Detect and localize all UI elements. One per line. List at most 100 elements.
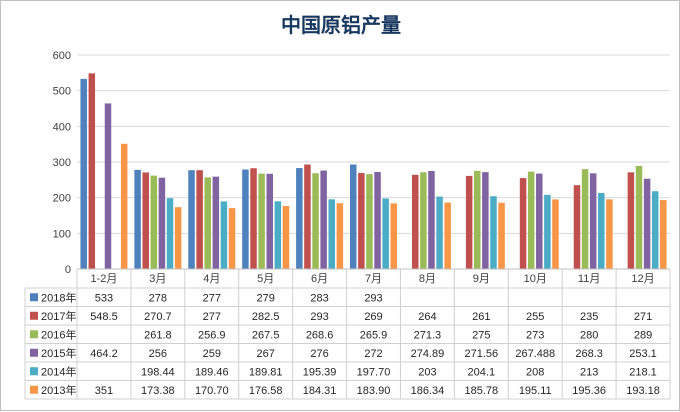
bar: [104, 103, 112, 269]
y-tick-label: 100: [53, 228, 71, 240]
x-tick-label: 9月: [473, 273, 490, 285]
bar: [120, 143, 128, 269]
bar: [651, 191, 659, 269]
data-label: 218.1: [629, 366, 657, 378]
data-label: 277: [203, 311, 221, 323]
bar: [573, 185, 581, 269]
data-label: 253.1: [629, 348, 657, 360]
data-label: 267.488: [515, 348, 555, 360]
data-label: 272: [364, 348, 382, 360]
bar: [212, 176, 220, 269]
data-label: 268.3: [575, 348, 603, 360]
bar: [635, 165, 643, 269]
bar: [282, 206, 290, 269]
data-label: 189.81: [249, 366, 283, 378]
bar: [390, 203, 397, 269]
data-label: 170.70: [195, 385, 229, 397]
y-tick-label: 0: [65, 264, 71, 276]
bar: [660, 200, 667, 269]
data-label: 271.3: [414, 329, 442, 341]
data-label: 271.56: [464, 348, 498, 360]
bar: [204, 177, 211, 269]
data-label: 195.11: [519, 385, 552, 397]
legend-label: 2015年: [41, 346, 76, 360]
legend-label: 2017年: [41, 309, 76, 323]
legend-label: 2013年: [41, 383, 76, 397]
data-label: 271: [634, 311, 652, 323]
data-label: 293: [310, 311, 328, 323]
y-tick-label: 300: [53, 157, 71, 169]
bar: [428, 170, 435, 269]
data-label: 208: [526, 366, 544, 378]
bar: [250, 168, 257, 269]
data-label: 183.90: [357, 385, 391, 397]
data-label: 261.8: [144, 329, 172, 341]
data-label: 204.1: [468, 366, 496, 378]
bar: [490, 196, 497, 269]
chart-title: 中国原铝产量: [281, 13, 401, 37]
legend-swatch: [30, 385, 38, 394]
bar: [527, 171, 535, 269]
data-label: 203: [418, 366, 436, 378]
data-label: 195.39: [303, 366, 337, 378]
bar: [374, 171, 381, 269]
x-tick-label: 10月: [524, 273, 547, 285]
bar: [274, 201, 282, 269]
data-label: 280: [580, 329, 598, 341]
data-label: 273: [526, 329, 544, 341]
bar: [482, 172, 489, 269]
bar: [242, 169, 249, 269]
legend-swatch: [30, 293, 38, 302]
bar: [589, 173, 597, 269]
data-label: 289: [634, 329, 652, 341]
data-label: 278: [149, 292, 167, 304]
bar: [382, 198, 389, 269]
data-label: 184.31: [303, 385, 337, 397]
data-label: 533: [95, 292, 113, 304]
x-tick-label: 11月: [578, 273, 600, 285]
y-tick-label: 200: [53, 193, 71, 205]
bar: [80, 78, 87, 269]
x-tick-label: 5月: [257, 273, 274, 285]
x-tick-label: 3月: [149, 273, 166, 285]
bar: [474, 170, 481, 269]
legend-label: 2016年: [41, 327, 76, 341]
bar: [420, 172, 427, 269]
x-tick-label: 8月: [419, 273, 436, 285]
x-tick-label: 4月: [203, 273, 220, 285]
bar: [544, 194, 551, 269]
x-tick-label: 7月: [365, 273, 382, 285]
data-label: 269: [364, 311, 382, 323]
y-tick-label: 600: [53, 50, 71, 62]
x-tick-label: 12月: [631, 273, 654, 285]
x-tick-label: 6月: [311, 273, 328, 285]
bar: [627, 172, 635, 269]
legend-swatch: [30, 311, 38, 320]
bar: [358, 173, 365, 269]
bar: [536, 173, 543, 269]
data-label: 277: [203, 292, 221, 304]
data-label: 275: [472, 329, 490, 341]
data-label: 256: [149, 348, 167, 360]
data-label: 235: [580, 311, 598, 323]
bar: [350, 164, 357, 269]
data-label: 274.89: [411, 348, 445, 360]
data-label: 261: [472, 311, 490, 323]
data-label: 282.5: [252, 311, 280, 323]
bar: [465, 175, 473, 269]
bar: [88, 73, 96, 269]
bar: [436, 196, 443, 269]
bar: [581, 169, 589, 269]
legend-swatch: [30, 330, 38, 339]
x-tick-label: 1-2月: [91, 273, 118, 285]
legend-swatch: [30, 348, 38, 357]
bar: [174, 207, 182, 269]
bar: [258, 173, 265, 269]
data-label: 195.36: [572, 385, 606, 397]
data-label: 351: [95, 385, 113, 397]
bar: [134, 169, 141, 269]
data-label: 185.78: [464, 385, 498, 397]
y-tick-label: 400: [53, 121, 71, 133]
bar: [228, 208, 236, 269]
